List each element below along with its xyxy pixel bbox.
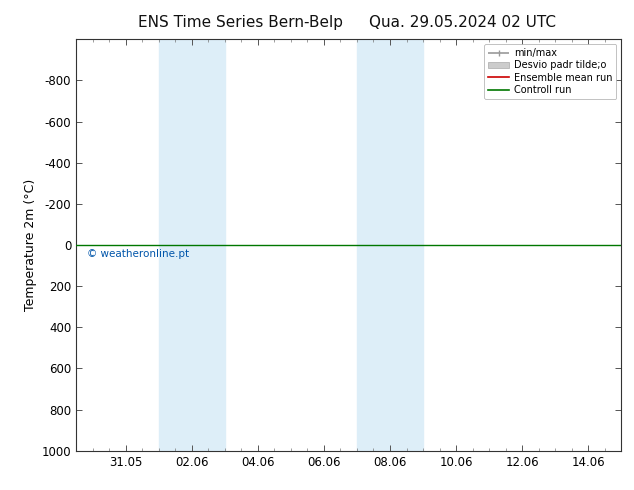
- Bar: [158, 39, 225, 451]
- Text: ENS Time Series Bern-Belp: ENS Time Series Bern-Belp: [138, 15, 344, 30]
- Text: © weatheronline.pt: © weatheronline.pt: [87, 249, 189, 259]
- Bar: [357, 39, 423, 451]
- Text: Qua. 29.05.2024 02 UTC: Qua. 29.05.2024 02 UTC: [370, 15, 556, 30]
- Legend: min/max, Desvio padr tilde;o, Ensemble mean run, Controll run: min/max, Desvio padr tilde;o, Ensemble m…: [484, 44, 616, 99]
- Y-axis label: Temperature 2m (°C): Temperature 2m (°C): [25, 179, 37, 311]
